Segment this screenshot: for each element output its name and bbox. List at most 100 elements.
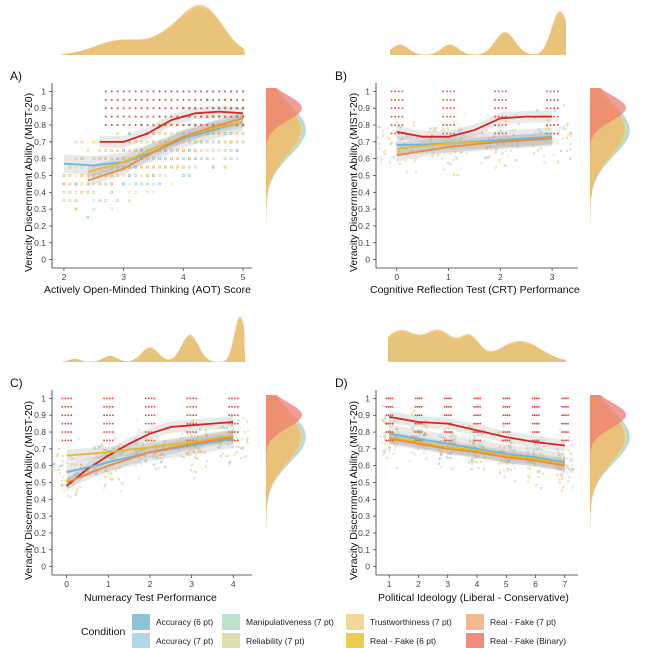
data-point	[504, 459, 507, 463]
data-point	[245, 439, 249, 442]
data-point	[188, 174, 191, 177]
data-point	[420, 428, 423, 432]
data-point	[561, 422, 563, 425]
data-point	[501, 107, 504, 110]
data-point	[241, 132, 245, 135]
data-point	[186, 397, 189, 400]
data-point	[152, 174, 155, 177]
data-point	[116, 148, 119, 152]
data-point	[223, 148, 227, 152]
data-point	[535, 414, 538, 417]
data-point	[70, 431, 72, 433]
data-point	[62, 182, 66, 186]
data-point	[164, 132, 167, 135]
data-point	[188, 450, 191, 453]
data-point	[147, 414, 150, 417]
data-point	[500, 459, 503, 462]
density-curve	[590, 88, 624, 262]
data-point	[164, 98, 167, 101]
y-tick-label: 0.9	[358, 410, 370, 420]
data-point	[453, 132, 456, 135]
data-point	[388, 137, 391, 140]
data-point	[450, 431, 452, 433]
data-point	[567, 422, 569, 425]
data-point	[468, 436, 471, 439]
data-point	[116, 107, 119, 110]
data-point	[200, 107, 203, 110]
data-point	[498, 462, 501, 465]
data-point	[194, 470, 197, 474]
data-point	[497, 99, 500, 101]
data-point	[86, 182, 90, 186]
data-point	[567, 439, 569, 442]
data-point	[565, 456, 568, 460]
data-point	[438, 449, 441, 452]
data-point	[80, 182, 84, 186]
data-point	[417, 428, 421, 432]
data-point	[560, 474, 563, 478]
data-point	[122, 182, 125, 186]
data-point	[383, 451, 387, 455]
data-point	[194, 115, 197, 118]
legend-label: Accuracy (7 pt)	[156, 636, 213, 646]
density-curve	[62, 9, 245, 56]
data-point	[150, 422, 153, 425]
data-point	[475, 431, 477, 433]
data-point	[497, 432, 500, 435]
data-point	[237, 414, 239, 417]
data-point	[176, 90, 179, 93]
data-point	[442, 90, 445, 93]
data-point	[228, 431, 230, 433]
data-point	[140, 182, 143, 186]
data-point	[188, 107, 191, 110]
data-point	[223, 98, 227, 102]
data-point	[479, 406, 482, 408]
data-point	[399, 138, 402, 142]
data-point	[146, 165, 149, 169]
data-point	[413, 159, 417, 163]
data-point	[205, 123, 209, 127]
data-point	[128, 107, 131, 110]
data-point	[502, 439, 505, 442]
data-point	[229, 140, 233, 144]
data-point	[217, 140, 221, 144]
data-point	[205, 98, 209, 102]
data-point	[390, 99, 393, 101]
data-point	[562, 471, 565, 474]
data-point	[565, 465, 569, 468]
data-point	[383, 416, 387, 420]
data-point	[223, 115, 227, 118]
y-tick-label: 0.1	[358, 238, 370, 248]
data-point	[554, 139, 558, 142]
data-point	[62, 191, 66, 194]
data-point	[538, 140, 541, 143]
data-point	[110, 148, 114, 152]
data-point	[448, 439, 450, 442]
y-tick-label: 0.3	[34, 204, 46, 214]
data-point	[217, 106, 221, 110]
data-point	[477, 466, 481, 470]
data-point	[186, 439, 189, 442]
data-point	[569, 157, 572, 160]
data-point	[239, 457, 243, 460]
data-point	[128, 174, 131, 177]
data-point	[241, 140, 245, 144]
data-point	[506, 154, 509, 157]
density-curve	[590, 395, 624, 570]
data-point	[526, 467, 530, 470]
data-point	[381, 134, 385, 137]
y-tick-label: 0.5	[34, 478, 46, 488]
panel-b-label: B)	[335, 69, 347, 83]
data-point	[92, 174, 96, 177]
data-point	[241, 140, 245, 144]
data-point	[453, 441, 456, 445]
data-point	[122, 174, 125, 177]
data-point	[188, 157, 191, 160]
data-point	[112, 414, 114, 417]
legend-item: Reliability (7 pt)	[222, 633, 305, 648]
data-point	[500, 439, 503, 443]
data-point	[195, 406, 197, 408]
data-point	[536, 149, 540, 152]
fit-line	[87, 117, 244, 182]
data-point	[70, 397, 72, 400]
